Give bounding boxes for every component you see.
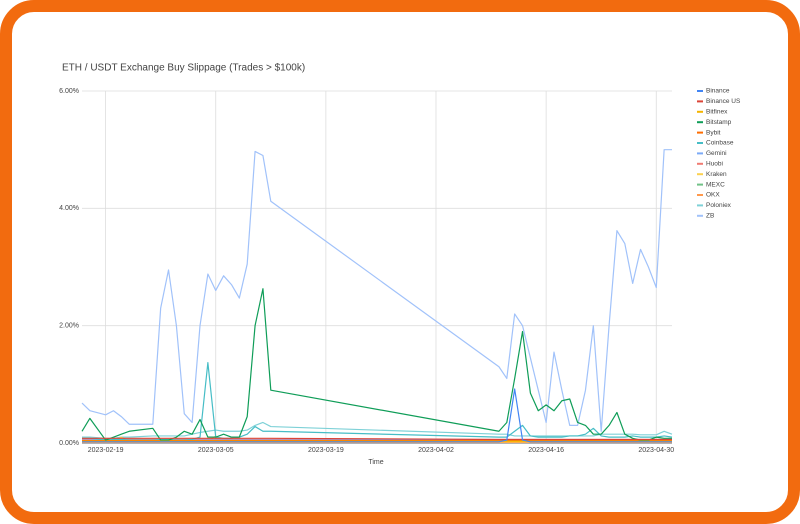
legend-label: Bitfinex (706, 109, 728, 116)
legend-label: Bybit (706, 129, 721, 136)
x-tick-label: 2023-03-05 (198, 447, 234, 454)
series-line (81, 149, 672, 432)
x-tick-label: 2023-04-30 (638, 447, 674, 454)
series-line (82, 388, 672, 443)
legend-label: Coinbase (706, 140, 734, 147)
x-tick-label: 2023-03-19 (308, 447, 344, 454)
legend-label: Binance (706, 88, 730, 95)
legend-label: Bitstamp (706, 119, 732, 126)
legend-label: Huobi (706, 161, 723, 168)
x-tick-label: 2023-04-02 (418, 447, 454, 454)
legend-label: MEXC (706, 181, 725, 188)
legend-label: ZB (706, 213, 714, 220)
chart-title: ETH / USDT Exchange Buy Slippage (Trades… (62, 63, 305, 74)
series-line (81, 288, 672, 441)
series-line (82, 437, 672, 441)
legend-label: Kraken (706, 171, 727, 178)
x-tick-label: 2023-02-19 (88, 447, 124, 454)
y-tick-label: 2.00% (59, 323, 79, 330)
y-tick-label: 0.00% (59, 440, 79, 447)
x-tick-label: 2023-04-16 (528, 447, 564, 454)
y-tick-label: 6.00% (59, 88, 79, 95)
y-tick-label: 4.00% (59, 205, 79, 212)
legend-label: Poloniex (706, 202, 732, 209)
legend-label: OKX (706, 192, 720, 199)
series-line (82, 421, 673, 439)
legend-label: Gemini (706, 150, 727, 157)
legend-label: Binance US (706, 98, 741, 105)
x-axis-title: Time (368, 459, 383, 466)
